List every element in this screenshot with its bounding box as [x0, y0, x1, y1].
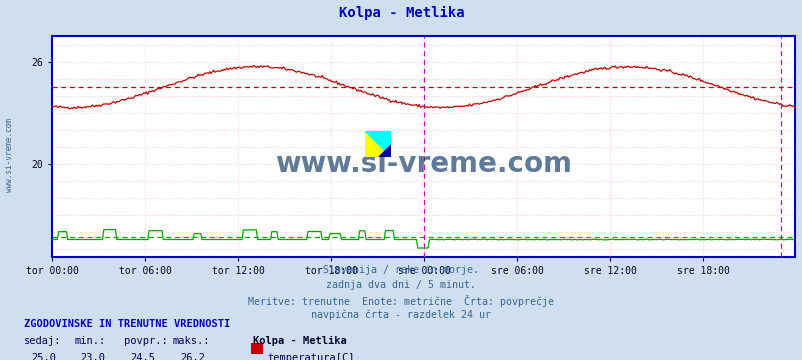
Text: temperatura[C]: temperatura[C]: [267, 353, 354, 360]
Polygon shape: [365, 131, 391, 157]
Polygon shape: [365, 131, 391, 157]
Text: navpična črta - razdelek 24 ur: navpična črta - razdelek 24 ur: [311, 310, 491, 320]
Text: 25,0: 25,0: [31, 353, 57, 360]
Text: sedaj:: sedaj:: [24, 336, 62, 346]
Text: 24,5: 24,5: [130, 353, 156, 360]
Text: Kolpa - Metlika: Kolpa - Metlika: [338, 5, 464, 19]
Text: 26,2: 26,2: [180, 353, 205, 360]
Text: ZGODOVINSKE IN TRENUTNE VREDNOSTI: ZGODOVINSKE IN TRENUTNE VREDNOSTI: [24, 319, 230, 329]
Text: Meritve: trenutne  Enote: metrične  Črta: povprečje: Meritve: trenutne Enote: metrične Črta: …: [248, 295, 554, 307]
Text: zadnja dva dni / 5 minut.: zadnja dva dni / 5 minut.: [326, 280, 476, 290]
Text: Kolpa - Metlika: Kolpa - Metlika: [253, 336, 346, 346]
Text: 23,0: 23,0: [80, 353, 106, 360]
Text: www.si-vreme.com: www.si-vreme.com: [5, 118, 14, 192]
Text: povpr.:: povpr.:: [124, 336, 168, 346]
Text: min.:: min.:: [75, 336, 106, 346]
Text: www.si-vreme.com: www.si-vreme.com: [275, 150, 571, 179]
Text: Slovenija / reke in morje.: Slovenija / reke in morje.: [323, 265, 479, 275]
Polygon shape: [378, 144, 391, 157]
Text: maks.:: maks.:: [172, 336, 210, 346]
